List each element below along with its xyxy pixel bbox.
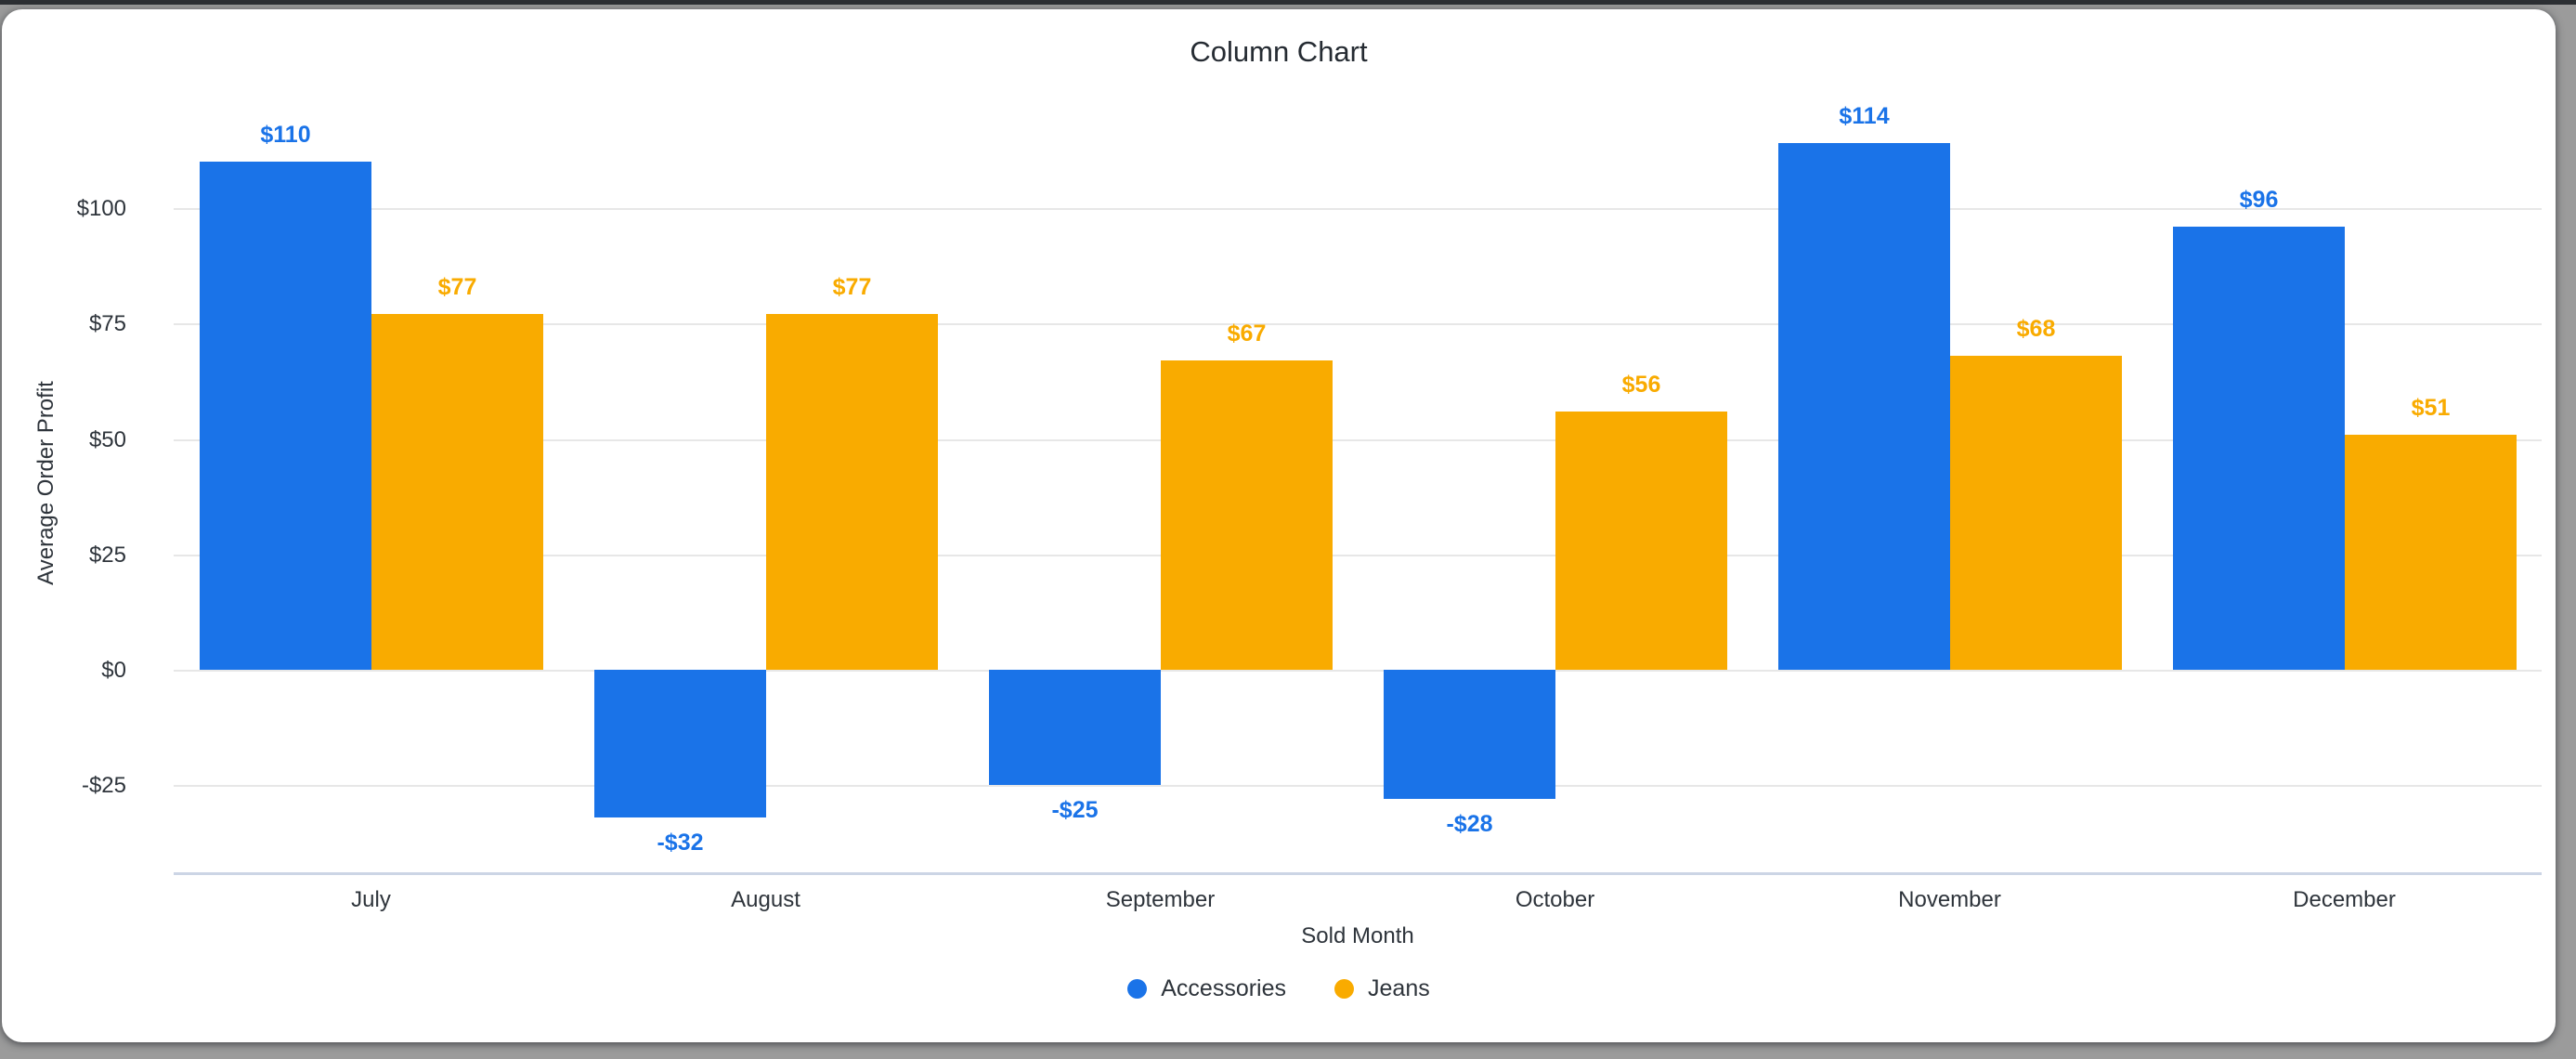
bar-accessories-october[interactable] xyxy=(1384,670,1555,799)
bar-value-label: -$32 xyxy=(657,830,704,856)
bar-jeans-august[interactable] xyxy=(766,314,938,670)
bar-accessories-july[interactable] xyxy=(200,162,371,670)
gridline xyxy=(174,208,2542,210)
legend-item-label: Accessories xyxy=(1161,975,1287,1001)
x-axis-title: Sold Month xyxy=(1301,923,1414,948)
gridline xyxy=(174,785,2542,787)
legend-dot-jeans xyxy=(1334,979,1355,999)
legend: Accessories Jeans xyxy=(2,975,2556,1002)
legend-item-jeans[interactable]: Jeans xyxy=(1334,975,1430,1002)
y-axis-tick-label: -$25 xyxy=(81,773,126,798)
gridline xyxy=(174,555,2542,556)
y-axis-title: Average Order Profit xyxy=(33,381,59,585)
bar-jeans-october[interactable] xyxy=(1555,412,1727,670)
bar-value-label: -$28 xyxy=(1446,811,1493,837)
y-axis-tick-label: $50 xyxy=(88,427,126,452)
bar-accessories-september[interactable] xyxy=(989,670,1161,785)
gridline xyxy=(174,670,2542,672)
bar-value-label: $114 xyxy=(1839,103,1890,129)
x-axis-line xyxy=(174,872,2542,875)
x-axis-category-label: September xyxy=(1105,887,1216,912)
bar-value-label: $67 xyxy=(1227,320,1267,346)
x-axis-category-label: December xyxy=(2293,887,2396,912)
bar-value-label: $96 xyxy=(2239,187,2279,213)
x-axis-category-label: October xyxy=(1515,887,1595,912)
x-axis-category-label: August xyxy=(731,887,800,912)
bar-jeans-november[interactable] xyxy=(1950,356,2122,670)
bar-value-label: $68 xyxy=(2016,316,2056,342)
legend-item-label: Jeans xyxy=(1368,975,1430,1001)
y-axis-tick-label: $25 xyxy=(88,543,126,568)
bar-value-label: $110 xyxy=(260,122,311,148)
bar-jeans-july[interactable] xyxy=(371,314,543,670)
bar-value-label: $77 xyxy=(437,274,477,300)
bar-accessories-december[interactable] xyxy=(2173,227,2345,670)
gridline xyxy=(174,439,2542,441)
y-axis-tick-label: $0 xyxy=(101,658,126,683)
bar-value-label: $77 xyxy=(832,274,872,300)
bar-accessories-august[interactable] xyxy=(594,670,766,817)
gridline xyxy=(174,323,2542,325)
legend-item-accessories[interactable]: Accessories xyxy=(1127,975,1286,1002)
y-axis-tick-label: $100 xyxy=(76,196,126,221)
bar-jeans-september[interactable] xyxy=(1161,360,1333,670)
legend-dot-accessories xyxy=(1127,979,1148,999)
chart-card: Column Chart $100 $75 $50 $25 $0 -$25 $110 $77 J… xyxy=(2,9,2556,1042)
bar-value-label: $56 xyxy=(1621,372,1661,398)
bar-value-label: -$25 xyxy=(1051,797,1099,823)
bar-jeans-december[interactable] xyxy=(2345,435,2517,670)
x-axis-category-label: November xyxy=(1898,887,2001,912)
y-axis-tick-label: $75 xyxy=(88,311,126,336)
bar-accessories-november[interactable] xyxy=(1778,143,1950,670)
bar-value-label: $51 xyxy=(2411,395,2451,421)
x-axis-category-label: July xyxy=(351,887,391,912)
chart-title: Column Chart xyxy=(1190,35,1368,68)
